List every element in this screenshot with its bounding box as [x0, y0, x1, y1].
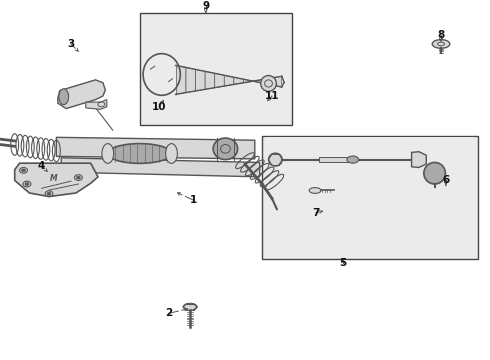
Text: 4: 4	[38, 161, 46, 171]
Ellipse shape	[347, 156, 359, 163]
Ellipse shape	[59, 89, 69, 105]
Ellipse shape	[25, 183, 29, 185]
Polygon shape	[244, 79, 253, 83]
Ellipse shape	[22, 169, 25, 172]
Text: 7: 7	[312, 208, 320, 218]
Text: 3: 3	[68, 39, 74, 49]
Polygon shape	[272, 76, 282, 87]
Ellipse shape	[102, 144, 114, 163]
Polygon shape	[196, 69, 205, 91]
Text: 6: 6	[442, 175, 449, 185]
Text: 9: 9	[202, 1, 209, 11]
Text: 8: 8	[438, 30, 444, 40]
Bar	[262, 135, 478, 260]
Ellipse shape	[213, 138, 238, 159]
Polygon shape	[263, 78, 272, 85]
Polygon shape	[176, 66, 186, 94]
Text: M: M	[50, 174, 58, 183]
Polygon shape	[234, 77, 244, 85]
Polygon shape	[205, 71, 215, 89]
Polygon shape	[412, 152, 426, 167]
Text: 5: 5	[340, 258, 346, 268]
Ellipse shape	[108, 144, 172, 163]
Polygon shape	[86, 100, 107, 109]
Ellipse shape	[76, 176, 80, 179]
Polygon shape	[253, 80, 263, 83]
Text: 1: 1	[190, 195, 197, 205]
Text: 11: 11	[265, 91, 279, 101]
Ellipse shape	[261, 76, 276, 91]
Ellipse shape	[183, 303, 197, 310]
Text: 2: 2	[166, 308, 172, 318]
Ellipse shape	[432, 40, 450, 48]
Polygon shape	[15, 163, 98, 197]
Polygon shape	[224, 75, 234, 86]
Bar	[140, 13, 292, 125]
Polygon shape	[58, 80, 105, 109]
Ellipse shape	[269, 153, 282, 166]
Polygon shape	[215, 73, 224, 88]
Bar	[318, 157, 348, 162]
Ellipse shape	[309, 188, 321, 193]
Bar	[265, 137, 475, 258]
Ellipse shape	[166, 144, 177, 163]
Ellipse shape	[47, 192, 51, 195]
Polygon shape	[56, 137, 255, 159]
Ellipse shape	[424, 162, 445, 184]
Text: 10: 10	[152, 102, 167, 112]
Polygon shape	[186, 67, 196, 93]
Polygon shape	[61, 158, 260, 177]
